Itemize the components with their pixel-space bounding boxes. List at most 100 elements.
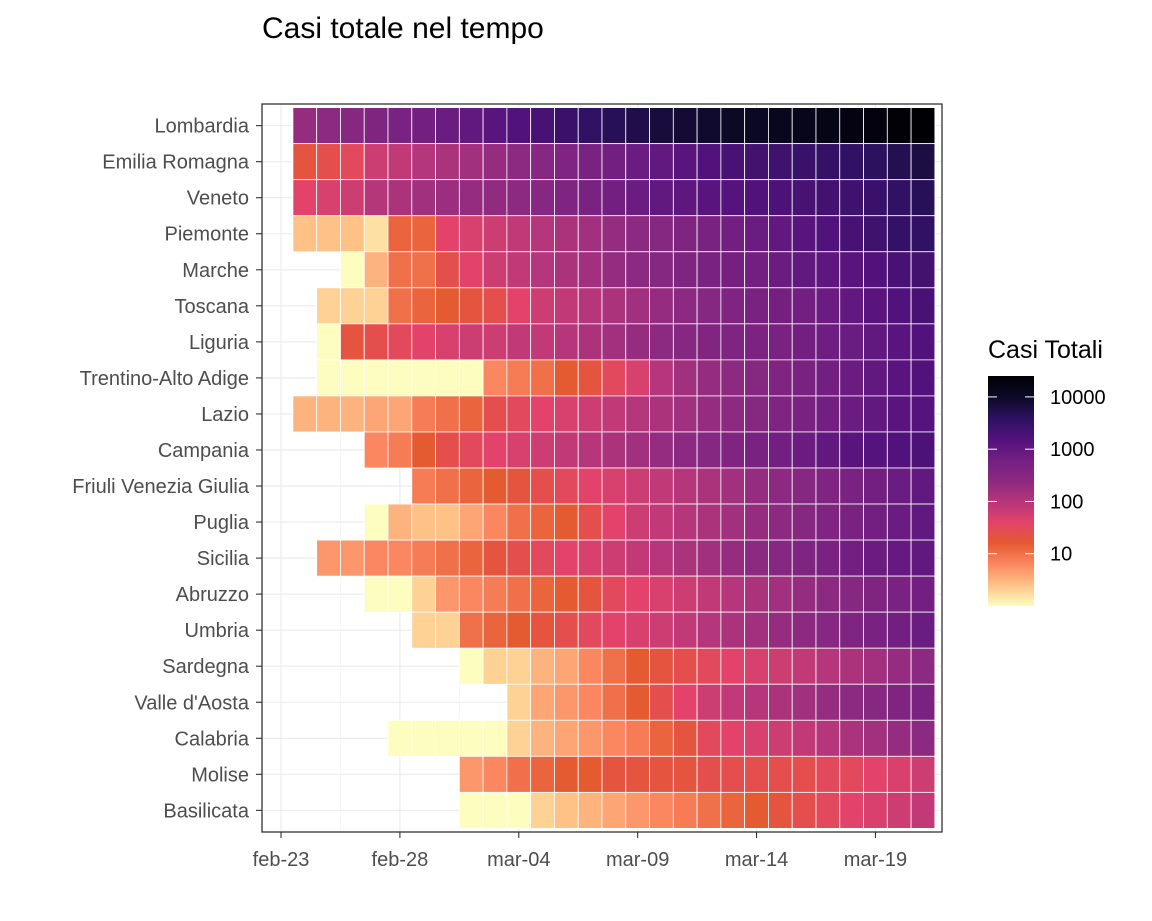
- heatmap-cell: [458, 611, 484, 649]
- heatmap-cell: [340, 539, 365, 577]
- heatmap-cell: [577, 791, 603, 829]
- y-tick-label: Umbria: [185, 620, 250, 642]
- heatmap-cell: [839, 719, 864, 757]
- heatmap-cell: [720, 719, 746, 757]
- heatmap-cell: [554, 251, 579, 289]
- y-tick-label: Calabria: [175, 728, 250, 750]
- heatmap-cell: [601, 287, 627, 325]
- heatmap-cell: [411, 539, 436, 577]
- heatmap-cell: [530, 755, 555, 793]
- heatmap-cell: [768, 107, 793, 145]
- heatmap-cell: [744, 611, 769, 649]
- heatmap-cell: [506, 143, 532, 181]
- heatmap-cell: [554, 287, 579, 325]
- heatmap-cell: [910, 215, 936, 253]
- heatmap-cell: [554, 359, 579, 397]
- heatmap-cell: [910, 287, 936, 325]
- heatmap-cell: [815, 611, 841, 649]
- heatmap-cell: [839, 323, 864, 361]
- heatmap-cell: [625, 611, 650, 649]
- heatmap-cell: [886, 395, 912, 433]
- heatmap-cell: [458, 215, 484, 253]
- heatmap-cell: [435, 107, 460, 145]
- heatmap-cell: [435, 323, 460, 361]
- heatmap-cell: [601, 539, 627, 577]
- heatmap-cell: [649, 611, 674, 649]
- heatmap-cell: [839, 107, 864, 145]
- heatmap-cell: [768, 467, 793, 505]
- heatmap-cell: [649, 323, 674, 361]
- heatmap-cell: [625, 503, 650, 541]
- heatmap-cell: [625, 647, 650, 685]
- heatmap-cell: [649, 791, 674, 829]
- heatmap-cell: [910, 143, 936, 181]
- heatmap-cell: [768, 215, 793, 253]
- heatmap-cell: [768, 719, 793, 757]
- heatmap-cell: [458, 359, 484, 397]
- heatmap-cell: [411, 323, 436, 361]
- heatmap-cell: [340, 251, 365, 289]
- heatmap-cell: [910, 503, 936, 541]
- heatmap-cell: [672, 107, 698, 145]
- heatmap-cell: [744, 215, 769, 253]
- heatmap-cell: [696, 503, 722, 541]
- heatmap-cell: [696, 395, 722, 433]
- heatmap-cell: [530, 719, 555, 757]
- heatmap-cell: [863, 683, 888, 721]
- heatmap-cell: [815, 323, 841, 361]
- heatmap-cell: [435, 539, 460, 577]
- heatmap-cell: [506, 791, 532, 829]
- heatmap-cell: [910, 647, 936, 685]
- heatmap-cell: [340, 107, 365, 145]
- heatmap-cell: [744, 287, 769, 325]
- heatmap-cell: [625, 287, 650, 325]
- heatmap-cell: [292, 143, 318, 181]
- heatmap-cell: [435, 179, 460, 217]
- heatmap-cell: [411, 431, 436, 469]
- heatmap-cell: [577, 179, 603, 217]
- heatmap-cell: [554, 611, 579, 649]
- heatmap-cell: [482, 143, 508, 181]
- heatmap-cell: [744, 359, 769, 397]
- heatmap-cell: [744, 431, 769, 469]
- heatmap-cell: [601, 323, 627, 361]
- heatmap-cell: [649, 683, 674, 721]
- heatmap-cell: [458, 575, 484, 613]
- heatmap-cell: [316, 215, 341, 253]
- heatmap-cell: [791, 791, 817, 829]
- heatmap-cell: [696, 467, 722, 505]
- legend-label: 100: [1050, 491, 1083, 513]
- heatmap-cell: [696, 287, 722, 325]
- heatmap-cell: [744, 143, 769, 181]
- heatmap-cell: [577, 431, 603, 469]
- heatmap-cell: [554, 755, 579, 793]
- heatmap-cell: [554, 431, 579, 469]
- heatmap-cell: [815, 575, 841, 613]
- heatmap-cell: [886, 359, 912, 397]
- heatmap-cell: [625, 215, 650, 253]
- heatmap-cell: [720, 431, 746, 469]
- heatmap-cell: [720, 647, 746, 685]
- heatmap-cell: [482, 107, 508, 145]
- heatmap-cell: [720, 179, 746, 217]
- heatmap-cell: [506, 755, 532, 793]
- heatmap-cell: [744, 791, 769, 829]
- heatmap-cell: [768, 611, 793, 649]
- heatmap-cell: [458, 287, 484, 325]
- heatmap-cell: [791, 251, 817, 289]
- heatmap-cell: [815, 503, 841, 541]
- heatmap-cell: [649, 719, 674, 757]
- heatmap-cell: [886, 287, 912, 325]
- heatmap-cell: [744, 107, 769, 145]
- heatmap-cell: [910, 323, 936, 361]
- heatmap-cell: [815, 287, 841, 325]
- heatmap-cell: [815, 431, 841, 469]
- heatmap-cell: [554, 323, 579, 361]
- y-tick-label: Puglia: [193, 512, 249, 534]
- heatmap-cell: [649, 143, 674, 181]
- heatmap-cell: [672, 467, 698, 505]
- heatmap-cell: [458, 251, 484, 289]
- heatmap-cell: [649, 647, 674, 685]
- heatmap-cell: [387, 179, 413, 217]
